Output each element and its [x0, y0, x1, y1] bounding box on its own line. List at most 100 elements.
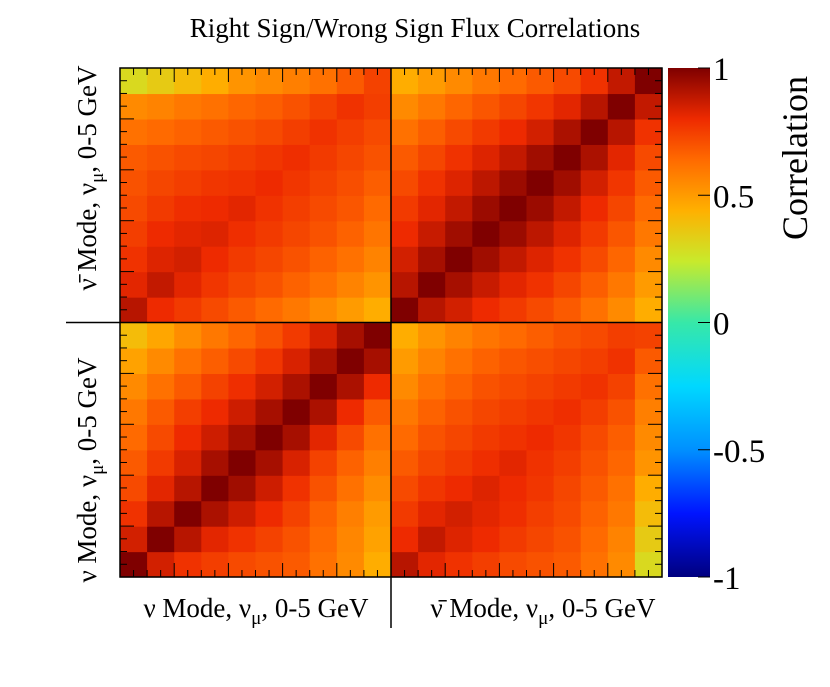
heatmap-cell	[201, 169, 229, 196]
heatmap-cell	[255, 195, 284, 222]
heatmap-cell	[336, 347, 365, 374]
heatmap-cell	[391, 398, 419, 425]
heatmap-cell	[499, 246, 528, 273]
heatmap-cell	[391, 169, 419, 196]
heatmap-cell	[363, 195, 392, 222]
heatmap-cell	[445, 398, 473, 425]
heatmap-cell	[309, 424, 338, 451]
heatmap-cell	[445, 118, 473, 145]
heatmap-cell	[309, 297, 338, 324]
heatmap-cell	[282, 449, 311, 476]
heatmap-cell	[553, 347, 582, 374]
heatmap-cell	[228, 373, 257, 400]
heatmap-cell	[472, 271, 500, 298]
heatmap-cell	[336, 144, 365, 171]
heatmap-cell	[336, 297, 365, 324]
heatmap-cell	[418, 500, 446, 527]
heatmap-cell	[553, 246, 582, 273]
heatmap-cell	[147, 271, 175, 298]
heatmap-cell	[336, 195, 365, 222]
heatmap-cell	[580, 195, 609, 222]
heatmap-cell	[391, 449, 419, 476]
heatmap-cell	[499, 424, 528, 451]
heatmap-cell	[174, 169, 202, 196]
heatmap-cell	[363, 169, 392, 196]
heatmap-cell	[580, 500, 609, 527]
heatmap-cell	[174, 424, 202, 451]
heatmap-cell	[607, 169, 636, 196]
heatmap-cell	[201, 220, 229, 247]
heatmap-cell	[472, 398, 500, 425]
heatmap-cell	[201, 271, 229, 298]
heatmap-cell	[418, 220, 446, 247]
heatmap-cell	[174, 322, 202, 349]
heatmap-cell	[309, 93, 338, 120]
heatmap-cell	[201, 118, 229, 145]
heatmap-cell	[607, 347, 636, 374]
heatmap-cell	[282, 144, 311, 171]
heatmap-cell	[363, 271, 392, 298]
heatmap-cell	[363, 500, 392, 527]
heatmap-cell	[499, 373, 528, 400]
heatmap-cell	[228, 424, 257, 451]
heatmap-cell	[201, 500, 229, 527]
heatmap-cell	[472, 347, 500, 374]
heatmap-cell	[553, 373, 582, 400]
heatmap-cell	[526, 93, 555, 120]
heatmap-cell	[282, 297, 311, 324]
heatmap-cell	[336, 246, 365, 273]
heatmap-cell	[580, 526, 609, 553]
heatmap-cell	[391, 322, 419, 349]
colorbar-tick-label: 1	[713, 52, 730, 88]
heatmap-cell	[445, 195, 473, 222]
heatmap-cell	[309, 373, 338, 400]
heatmap-cell	[499, 449, 528, 476]
heatmap-cell	[174, 449, 202, 476]
heatmap-cell	[147, 195, 175, 222]
heatmap-cell	[445, 246, 473, 273]
heatmap-cell	[228, 526, 257, 553]
heatmap-cell	[391, 500, 419, 527]
heatmap-cell	[201, 398, 229, 425]
heatmap-cell	[553, 169, 582, 196]
heatmap-cell	[418, 93, 446, 120]
heatmap-cell	[418, 118, 446, 145]
heatmap-cell	[472, 220, 500, 247]
heatmap-cell	[282, 169, 311, 196]
heatmap-cell	[499, 526, 528, 553]
heatmap-cell	[147, 144, 175, 171]
heatmap-cell	[282, 195, 311, 222]
heatmap-cell	[255, 297, 284, 324]
heatmap-cell	[336, 449, 365, 476]
heatmap-cell	[526, 195, 555, 222]
heatmap-cell	[228, 322, 257, 349]
heatmap-cell	[201, 322, 229, 349]
heatmap-cell	[201, 195, 229, 222]
heatmap-cell	[553, 500, 582, 527]
heatmap-cell	[147, 347, 175, 374]
heatmap-cell	[228, 347, 257, 374]
heatmap-cell	[499, 398, 528, 425]
heatmap-cell	[228, 475, 257, 502]
heatmap-cell	[147, 475, 175, 502]
heatmap-cell	[418, 347, 446, 374]
heatmap-cell	[607, 526, 636, 553]
heatmap-cell	[526, 526, 555, 553]
heatmap-cell	[147, 297, 175, 324]
heatmap-cell	[282, 93, 311, 120]
heatmap-cell	[391, 271, 419, 298]
heatmap-cell	[580, 449, 609, 476]
heatmap-cell	[336, 526, 365, 553]
heatmap-cell	[282, 500, 311, 527]
heatmap-cell	[282, 475, 311, 502]
heatmap-cell	[228, 398, 257, 425]
heatmap-cell	[228, 297, 257, 324]
heatmap-cell	[174, 297, 202, 324]
heatmap-cell	[309, 220, 338, 247]
heatmap-cell	[418, 195, 446, 222]
heatmap-cell	[147, 526, 175, 553]
heatmap-cell	[472, 322, 500, 349]
heatmap-cell	[255, 449, 284, 476]
heatmap-cell	[282, 347, 311, 374]
y-axis-label-top: ν̄ Mode, νμ, 0-5 GeV	[72, 65, 108, 291]
